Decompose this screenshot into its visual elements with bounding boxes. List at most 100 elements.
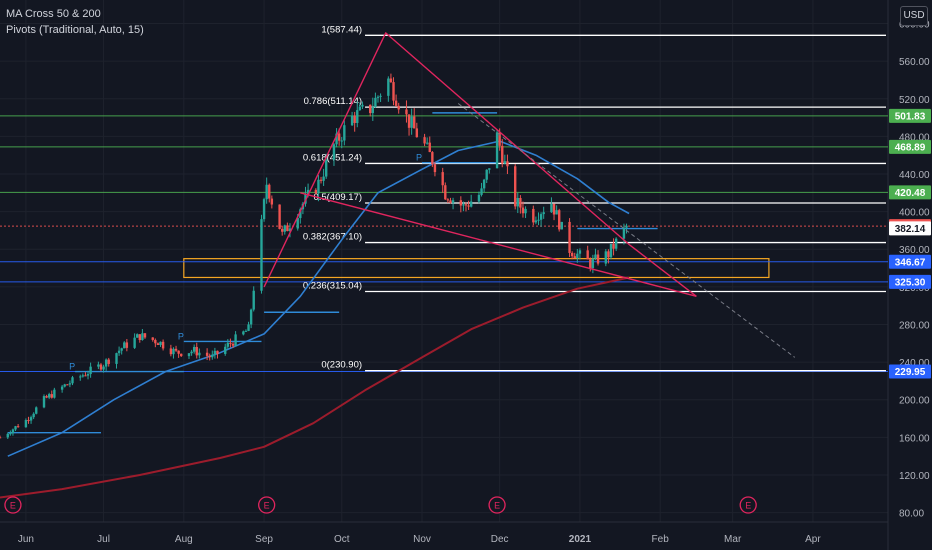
ma-slow-line [0,276,630,499]
currency-button[interactable]: USD [900,6,928,26]
candle-body [589,259,592,269]
candle-body [558,210,561,230]
candle-body [441,172,444,186]
candle-body [361,104,364,107]
candle-body [625,225,628,228]
candle-body [428,142,431,153]
candle-body [216,350,219,354]
candle-body [180,353,183,357]
x-tick-label: Feb [652,534,670,545]
candle-body [319,179,323,181]
candle-body [431,152,434,165]
candle-body [117,350,121,354]
candle-body [205,352,209,356]
earnings-marker-icon [739,496,757,514]
x-tick-label: Jun [18,534,34,545]
price-label-badge [889,185,931,200]
candle-body [268,184,271,199]
indicator-legend: MA Cross 50 & 200 Pivots (Traditional, A… [6,6,144,38]
candle-body [306,189,310,195]
candle-body [50,394,53,398]
candle-body [374,97,377,108]
candle-body [172,348,175,355]
candle-body [187,353,191,357]
y-tick-label: 560.00 [899,57,930,68]
candle-body [480,188,483,195]
legend-pivots[interactable]: Pivots (Traditional, Auto, 15) [6,24,144,36]
candle-body [501,145,504,164]
candle-body [133,337,136,348]
candle-body [107,359,110,364]
candle-body [174,348,178,351]
candle-body [550,203,553,213]
candle-body [358,106,362,111]
price-label-text: 346.67 [895,257,926,268]
y-tick-label: 440.00 [899,170,930,181]
candle-body [521,207,525,214]
x-tick-label: Oct [334,534,350,545]
candle-body [506,161,509,167]
fib-level-label: 1(587.44) [321,24,362,35]
y-tick-label: 160.00 [899,433,930,444]
candle-body [586,250,589,260]
x-tick-label: 2021 [569,534,592,545]
candle-body [612,243,615,249]
candle-body [81,375,85,377]
candle-body [353,115,356,123]
candle-body [159,341,162,345]
candle-body [16,426,20,428]
price-label-badge [889,364,931,379]
candle-body [387,78,390,96]
candle-body [462,204,465,206]
price-label-text: 325.30 [895,277,926,288]
candle-body [340,140,343,142]
candle-body [397,105,400,110]
candle-body [288,228,292,232]
candle-body [596,254,600,264]
x-tick-label: Mar [724,534,742,545]
x-tick-label: Nov [413,534,431,545]
candle-body [498,132,501,146]
candle-body [604,251,608,264]
pivot-label: P [69,362,75,372]
y-tick-label: 120.00 [899,471,930,482]
candle-body [208,355,211,358]
wedge-lower-line [300,192,697,297]
fib-level-label: 0.786(511.14) [304,96,362,107]
candle-body [63,384,66,387]
price-label-text: 468.89 [895,142,926,153]
candle-body [24,420,28,428]
candle-body [332,144,336,160]
candle-body [252,290,255,310]
x-tick-label: Apr [805,534,821,545]
x-tick-label: Jul [97,534,110,545]
candle-body [177,350,180,354]
candle-body [169,348,173,355]
candle-body [469,201,473,207]
price-label-badge [889,254,931,269]
candle-body [337,133,341,141]
candle-body [534,220,538,223]
candle-body [68,383,72,385]
candle-body [32,413,35,418]
y-tick-label: 80.00 [899,509,924,520]
candle-body [115,353,118,364]
candle-body [299,209,302,219]
earnings-marker-icon [488,496,506,514]
candle-body [322,176,325,181]
x-tick-label: Dec [491,534,509,545]
candle-body [459,200,463,206]
candle-body [513,166,517,207]
candle-body [283,225,286,232]
legend-ma-cross[interactable]: MA Cross 50 & 200 [6,8,101,20]
candle-body [570,252,574,257]
candle-body [407,114,411,128]
candle-body [27,420,30,422]
candle-body [394,100,398,106]
candle-body [560,221,563,230]
candle-body [519,198,522,208]
candle-body [524,208,527,214]
